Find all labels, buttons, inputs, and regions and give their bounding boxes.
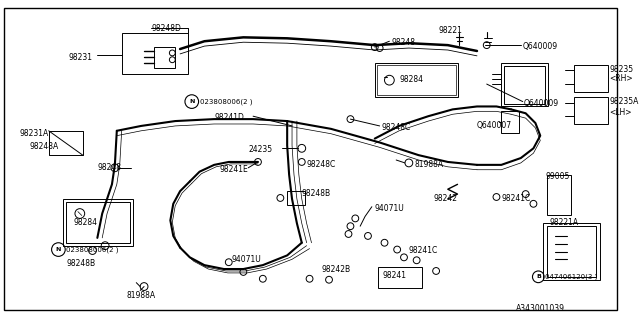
Text: 24235: 24235 xyxy=(248,145,273,154)
Text: N: N xyxy=(189,99,195,104)
Text: Q640009: Q640009 xyxy=(523,42,558,51)
Bar xyxy=(63,199,133,246)
Text: 98248: 98248 xyxy=(97,163,122,172)
Text: 98248B: 98248B xyxy=(302,189,331,198)
Bar xyxy=(574,97,609,124)
Text: N: N xyxy=(56,247,61,252)
Text: Q640009: Q640009 xyxy=(524,99,559,108)
Text: 98241D: 98241D xyxy=(214,113,244,122)
Bar xyxy=(504,66,545,104)
Bar xyxy=(574,65,609,92)
Text: 98284: 98284 xyxy=(399,75,423,84)
Text: <LH>: <LH> xyxy=(609,108,632,117)
Text: 98235A: 98235A xyxy=(609,97,639,106)
Text: 98221: 98221 xyxy=(438,26,462,35)
Bar xyxy=(378,267,422,289)
Text: 81988A: 81988A xyxy=(127,292,156,300)
Text: 98241: 98241 xyxy=(383,271,406,280)
Text: 94071U: 94071U xyxy=(232,255,261,264)
Text: 98241E: 98241E xyxy=(219,165,248,174)
Bar xyxy=(375,63,458,97)
Text: 98221A: 98221A xyxy=(550,219,579,228)
Bar xyxy=(501,111,519,133)
Text: 94071U: 94071U xyxy=(375,204,404,213)
Text: 98241C: 98241C xyxy=(501,194,531,203)
Text: 98248D: 98248D xyxy=(152,24,182,33)
Text: 98284: 98284 xyxy=(74,219,98,228)
Bar xyxy=(66,202,131,243)
Bar xyxy=(501,63,548,107)
Text: B: B xyxy=(536,274,541,279)
Bar xyxy=(154,47,175,68)
Text: 047406120(3 ): 047406120(3 ) xyxy=(545,274,598,280)
Text: 99005: 99005 xyxy=(545,172,570,181)
Text: 023808006(2 ): 023808006(2 ) xyxy=(200,99,252,105)
Bar xyxy=(122,34,188,74)
Text: Q640007: Q640007 xyxy=(477,121,512,130)
Bar xyxy=(377,65,456,95)
Text: 98242: 98242 xyxy=(433,194,457,203)
Text: 98248: 98248 xyxy=(391,38,415,47)
Bar xyxy=(547,175,572,215)
Text: 98241C: 98241C xyxy=(409,246,438,255)
Text: 81988A: 81988A xyxy=(415,160,444,169)
Text: 98248C: 98248C xyxy=(381,123,411,132)
Bar xyxy=(543,223,600,280)
Text: 98231: 98231 xyxy=(68,53,92,62)
Text: A343001039: A343001039 xyxy=(516,304,565,313)
Text: 023808006(2 ): 023808006(2 ) xyxy=(66,247,118,253)
Text: 98248A: 98248A xyxy=(29,142,58,151)
Text: 98248B: 98248B xyxy=(66,259,95,268)
Text: <RH>: <RH> xyxy=(609,74,633,83)
Bar xyxy=(547,226,596,277)
Text: 98231A: 98231A xyxy=(19,129,49,138)
Text: 98248C: 98248C xyxy=(307,160,336,169)
Text: 98242B: 98242B xyxy=(321,265,350,274)
Bar xyxy=(287,191,305,205)
Text: 98235: 98235 xyxy=(609,65,634,74)
